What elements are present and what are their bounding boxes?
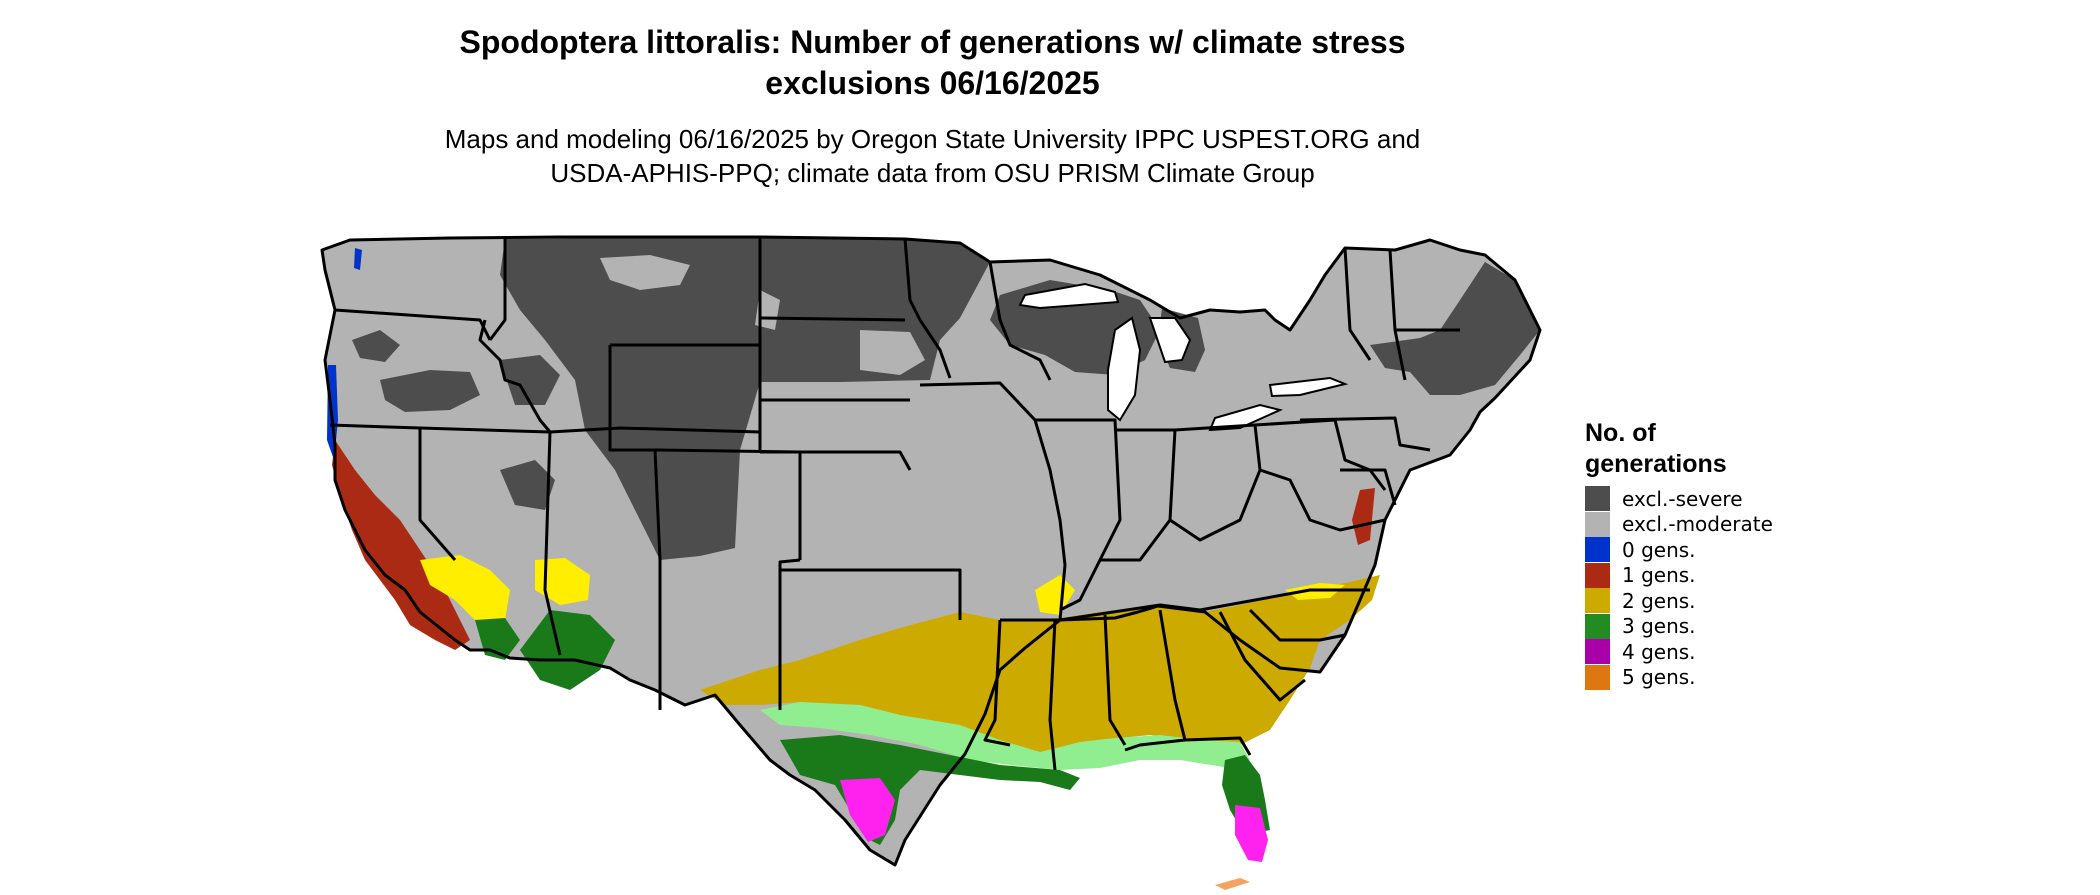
map-title-line-1: Spodoptera littoralis: Number of generat… <box>459 24 1406 60</box>
map-region-0-gens-coast <box>327 248 362 460</box>
legend-item: 4 gens. <box>1585 639 1773 665</box>
legend-title-line-1: No. of <box>1585 419 1656 447</box>
legend-label: 5 gens. <box>1622 665 1696 690</box>
legend-swatch <box>1585 537 1610 563</box>
legend-title: No. of generations <box>1585 418 1773 480</box>
legend-label: excl.-moderate <box>1622 512 1773 537</box>
legend-item: 2 gens. <box>1585 588 1773 614</box>
legend-title-line-2: generations <box>1585 450 1727 478</box>
map-region-5-gens <box>1215 878 1250 890</box>
map-region-1-gens-west <box>332 440 470 650</box>
legend-item: excl.-severe <box>1585 486 1773 512</box>
legend-swatch <box>1585 664 1610 690</box>
legend-item: 5 gens. <box>1585 664 1773 691</box>
map-subtitle-line-1: Maps and modeling 06/16/2025 by Oregon S… <box>444 124 1421 154</box>
legend-swatch <box>1585 511 1610 537</box>
map-title-line-2: exclusions 06/16/2025 <box>765 65 1100 101</box>
map-region-2-gens <box>700 575 1380 755</box>
map-region-3-gens-light <box>760 702 1250 770</box>
legend-item: 3 gens. <box>1585 613 1773 640</box>
us-map <box>320 235 1542 890</box>
legend-label: 2 gens. <box>1622 588 1696 613</box>
legend-label: 3 gens. <box>1622 614 1696 639</box>
legend-item: excl.-moderate <box>1585 511 1773 538</box>
legend-swatch <box>1585 613 1610 639</box>
legend-item: 1 gens. <box>1585 562 1773 589</box>
map-region-3-gens <box>520 610 1270 845</box>
map-title: Spodoptera littoralis: Number of generat… <box>0 22 1865 104</box>
legend-label: 0 gens. <box>1622 537 1696 562</box>
map-region-1-gens-east <box>1352 488 1375 545</box>
map-legend: No. of generations excl.-severe excl.-mo… <box>1585 418 1773 690</box>
map-region-2-gens-west <box>420 555 510 625</box>
legend-label: 4 gens. <box>1622 639 1696 664</box>
legend-item: 0 gens. <box>1585 537 1773 563</box>
legend-label: excl.-severe <box>1622 486 1743 511</box>
map-subtitle-line-2: USDA-APHIS-PPQ; climate data from OSU PR… <box>550 158 1315 188</box>
legend-swatch <box>1585 562 1610 588</box>
legend-label: 1 gens. <box>1622 563 1696 588</box>
map-state-borders <box>320 235 1542 867</box>
map-subtitle: Maps and modeling 06/16/2025 by Oregon S… <box>0 122 1865 190</box>
legend-swatch <box>1585 639 1610 665</box>
map-region-4-gens <box>840 778 1268 862</box>
legend-swatch <box>1585 486 1610 512</box>
legend-swatch <box>1585 588 1610 614</box>
